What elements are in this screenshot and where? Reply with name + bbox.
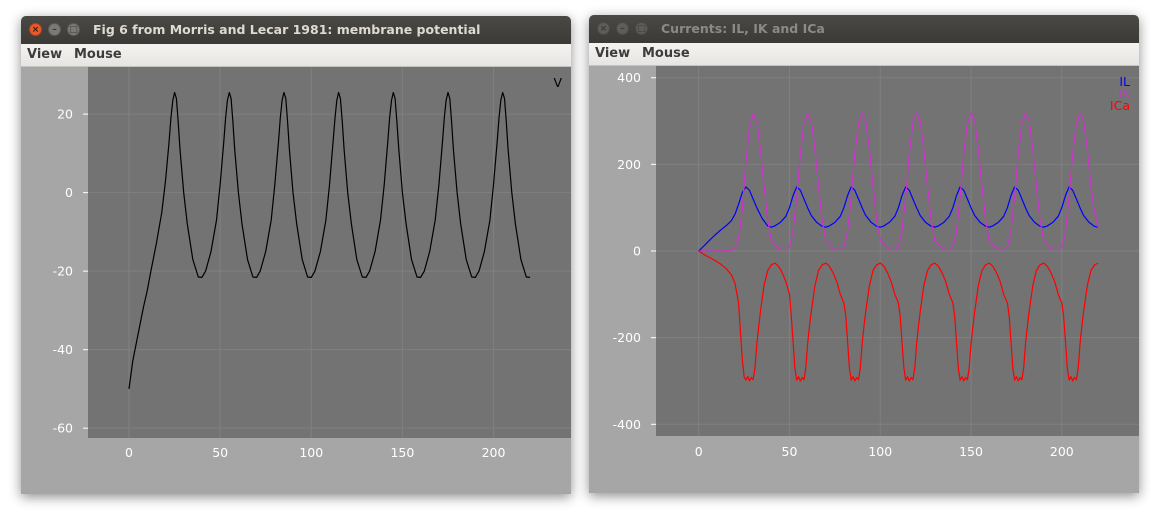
x-tick-label: 200 — [1050, 444, 1074, 459]
x-tick-label: 50 — [212, 445, 228, 460]
legend-entry-v: V — [553, 75, 562, 90]
menu-view[interactable]: View — [595, 46, 631, 61]
series-line-il — [698, 186, 1099, 252]
minimize-window-button[interactable]: – — [616, 22, 629, 35]
series-line-ik — [698, 112, 1099, 252]
y-tick-label: -20 — [53, 264, 73, 279]
close-window-button[interactable]: × — [597, 22, 610, 35]
y-tick-label: 20 — [57, 107, 73, 122]
x-tick-label: 0 — [125, 445, 133, 460]
title-bar[interactable]: × – □ Fig 6 from Morris and Lecar 1981: … — [21, 16, 571, 44]
menu-view[interactable]: View — [27, 47, 63, 62]
y-tick-label: 0 — [65, 185, 73, 200]
y-tick-label: 400 — [617, 70, 641, 85]
x-tick-label: 150 — [959, 444, 983, 459]
menu-mouse[interactable]: Mouse — [74, 47, 122, 62]
x-tick-label: 100 — [299, 445, 323, 460]
series-line-v — [128, 91, 531, 389]
menu-mouse[interactable]: Mouse — [642, 46, 690, 61]
title-bar[interactable]: × – □ Currents: IL, IK and ICa — [589, 15, 1139, 43]
y-tick-label: 200 — [617, 157, 641, 172]
close-window-button[interactable]: × — [29, 23, 42, 36]
y-tick-label: -200 — [613, 330, 641, 345]
menu-bar: View Mouse — [21, 44, 571, 67]
x-tick-label: 0 — [695, 444, 703, 459]
x-tick-label: 50 — [782, 444, 798, 459]
x-tick-label: 200 — [482, 445, 506, 460]
series-line-ica — [698, 250, 1099, 382]
menu-bar: View Mouse — [589, 43, 1139, 66]
window-title: Fig 6 from Morris and Lecar 1981: membra… — [93, 22, 481, 37]
x-tick-label: 100 — [868, 444, 892, 459]
membrane-potential-window: × – □ Fig 6 from Morris and Lecar 1981: … — [21, 16, 571, 494]
maximize-window-button[interactable]: □ — [635, 22, 648, 35]
legend-entry-ica: ICa — [1110, 98, 1130, 113]
maximize-window-button[interactable]: □ — [67, 23, 80, 36]
y-tick-label: -40 — [53, 342, 73, 357]
currents-window: × – □ Currents: IL, IK and ICa View Mous… — [589, 15, 1139, 493]
y-tick-label: 0 — [633, 244, 641, 259]
y-tick-label: -60 — [53, 421, 73, 436]
legend-entry-il: IL — [1119, 74, 1130, 89]
minimize-window-button[interactable]: – — [48, 23, 61, 36]
x-tick-label: 150 — [390, 445, 414, 460]
window-title: Currents: IL, IK and ICa — [661, 21, 825, 36]
y-tick-label: -400 — [613, 417, 641, 432]
legend-entry-ik: IK — [1118, 86, 1131, 101]
plot-area — [88, 67, 571, 438]
